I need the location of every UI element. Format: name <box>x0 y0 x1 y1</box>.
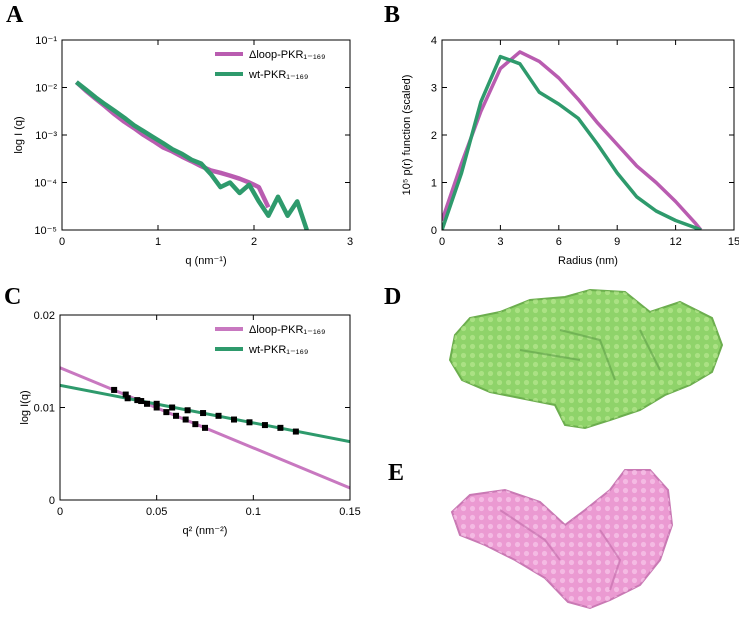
x-tick-label: 2 <box>251 236 257 248</box>
data-point <box>163 409 170 416</box>
series-line <box>75 80 309 230</box>
x-tick-label: 3 <box>347 236 353 248</box>
panel-label: A <box>6 2 24 28</box>
y-axis-label: 10⁵ p(r) function (scaled) <box>401 75 413 196</box>
data-point <box>231 416 237 423</box>
y-tick-label: 10⁻² <box>35 83 57 95</box>
data-point <box>124 395 131 402</box>
y-tick-label: 0 <box>49 495 55 507</box>
data-point <box>246 419 253 426</box>
plot-frame <box>441 39 735 231</box>
structure-dloop <box>450 469 674 610</box>
plot-frame <box>61 39 351 231</box>
x-tick-label: 1 <box>155 236 161 248</box>
y-tick-label: 10⁻⁵ <box>34 225 57 237</box>
x-tick-label: 3 <box>497 236 503 248</box>
data-point <box>200 410 207 417</box>
x-tick-label: 0 <box>59 236 65 248</box>
data-point <box>184 407 191 414</box>
structure-wt <box>448 288 724 430</box>
legend-label: wt-PKR₁₋₁₆₉ <box>248 69 308 81</box>
x-axis-label: q (nm⁻¹) <box>185 255 226 267</box>
x-tick-label: 6 <box>556 236 562 248</box>
x-tick-label: 0.1 <box>246 506 261 518</box>
x-tick-label: 0.05 <box>146 506 167 518</box>
y-tick-label: 10⁻¹ <box>35 35 57 47</box>
data-point <box>215 412 222 419</box>
x-tick-label: 15 <box>728 236 739 248</box>
data-point <box>111 386 118 393</box>
data-point <box>134 397 141 404</box>
data-point <box>173 412 179 419</box>
data-point <box>202 424 208 431</box>
data-point <box>153 400 160 407</box>
series-line <box>442 50 703 230</box>
x-tick-label: 12 <box>669 236 681 248</box>
data-point <box>192 421 199 428</box>
y-tick-label: 4 <box>431 35 437 47</box>
y-tick-label: 10⁻⁴ <box>34 178 57 190</box>
data-point <box>261 422 268 429</box>
data-point <box>144 400 150 407</box>
panel-label: C <box>4 284 21 310</box>
panel-label: B <box>384 2 400 28</box>
legend-label: Δloop-PKR₁₋₁₆₉ <box>249 324 325 336</box>
y-tick-label: 2 <box>431 130 437 142</box>
x-tick-label: 0 <box>439 236 445 248</box>
plot-frame <box>59 314 351 501</box>
x-tick-label: 0 <box>57 506 63 518</box>
data-point <box>153 404 160 411</box>
panel-label: D <box>384 284 401 310</box>
y-axis-label: log I (q) <box>13 116 25 153</box>
y-axis-label: log I(q) <box>19 390 31 424</box>
chart: 0 0.05 0.1 0.15 0 0.01 0.02 q² (nm⁻²) log I(q) Δl… <box>19 310 361 537</box>
y-tick-label: 3 <box>431 83 437 95</box>
data-point <box>182 416 189 423</box>
y-tick-label: 1 <box>431 178 437 190</box>
data-point <box>169 404 176 411</box>
legend-label: Δloop-PKR₁₋₁₆₉ <box>249 49 325 61</box>
y-tick-label: 0.01 <box>34 403 55 415</box>
x-axis-label: Radius (nm) <box>558 255 618 267</box>
data-point <box>138 398 145 405</box>
series-line <box>442 54 702 230</box>
data-point <box>122 391 129 398</box>
x-tick-label: 9 <box>614 236 620 248</box>
data-point <box>277 424 284 431</box>
x-tick-label: 0.15 <box>339 506 360 518</box>
legend-label: wt-PKR₁₋₁₆₉ <box>248 344 308 356</box>
y-tick-label: 0 <box>431 225 437 237</box>
chart: 0 1 2 3 10⁻⁵ 10⁻⁴ 10⁻³ 10⁻² 10⁻¹ q (nm⁻¹) log I (q… <box>13 35 353 267</box>
series-line <box>74 80 271 209</box>
x-axis-label: q² (nm⁻²) <box>183 525 228 537</box>
panel-label: E <box>388 460 404 486</box>
data-point <box>292 428 299 435</box>
y-tick-label: 0.02 <box>34 310 55 322</box>
y-tick-label: 10⁻³ <box>35 130 57 142</box>
